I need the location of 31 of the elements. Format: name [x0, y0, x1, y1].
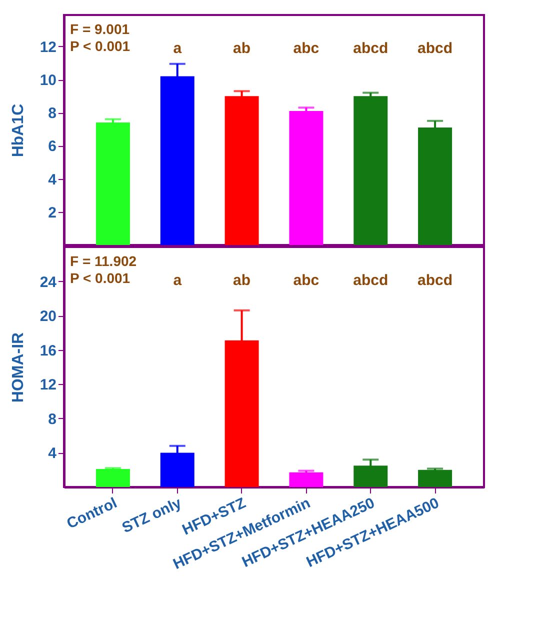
annotation: abcd — [418, 272, 453, 289]
annotation: F = 11.902 — [70, 253, 137, 269]
annotation: a — [173, 272, 182, 289]
y-tick-label: 8 — [48, 410, 56, 428]
annotation: abcd — [353, 272, 388, 289]
y-axis-title: HbA1C — [10, 103, 27, 158]
annotation: abc — [293, 272, 320, 289]
bar — [224, 96, 259, 245]
bar — [354, 96, 388, 245]
annotation: ab — [233, 40, 251, 57]
y-tick-label: 4 — [48, 445, 58, 462]
y-tick-label: 6 — [48, 138, 56, 156]
annotation: ab — [233, 272, 251, 289]
y-axis-title: HOMA-IR — [10, 332, 27, 403]
y-tick-label: 24 — [40, 274, 58, 291]
y-tick-label: 16 — [40, 342, 56, 360]
annotation: abcd — [353, 40, 388, 57]
annotation: F = 9.001 — [70, 21, 130, 37]
y-tick-label: 12 — [40, 38, 56, 56]
annotation: P < 0.001 — [70, 270, 130, 286]
annotation: P < 0.001 — [70, 38, 130, 54]
annotation: abc — [293, 40, 320, 57]
y-tick-label: 2 — [48, 204, 56, 222]
y-tick-label: 10 — [40, 72, 56, 90]
y-tick-label: 8 — [48, 105, 56, 122]
bar — [96, 122, 130, 245]
y-tick-label: 4 — [48, 171, 58, 188]
y-tick-label: 12 — [40, 376, 56, 394]
annotation: abcd — [418, 40, 453, 57]
y-tick-label: 20 — [40, 308, 56, 326]
annotation: a — [173, 40, 182, 57]
